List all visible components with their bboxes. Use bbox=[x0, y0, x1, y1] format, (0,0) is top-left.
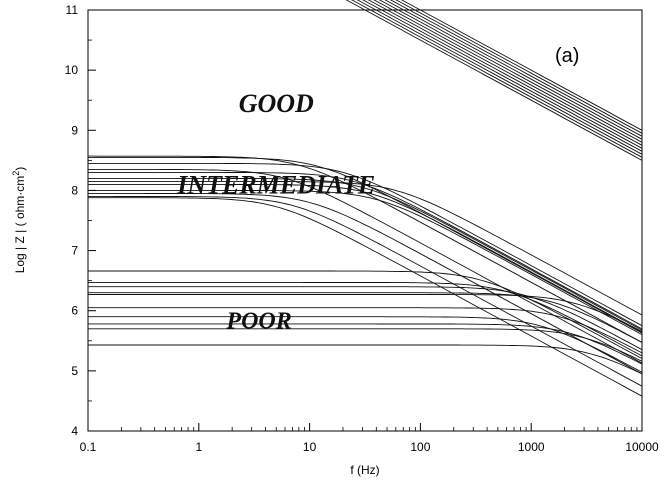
y-axis-label-end: ) bbox=[13, 167, 27, 171]
curve-poor-28 bbox=[88, 307, 643, 354]
curve-poor-31 bbox=[88, 328, 643, 362]
y-tick-label: 8 bbox=[71, 183, 78, 197]
curve-intermediate-16 bbox=[88, 183, 643, 333]
plot-frame bbox=[87, 9, 643, 432]
annotation-good: GOOD bbox=[239, 89, 314, 118]
x-tick-label: 1000 bbox=[518, 440, 545, 454]
x-axis-label: f (Hz) bbox=[350, 463, 379, 477]
curves-group bbox=[88, 0, 643, 397]
annotation-poor: POOR bbox=[225, 309, 291, 335]
curve-poor-29 bbox=[88, 316, 643, 373]
x-tick-label: 10 bbox=[303, 440, 317, 454]
panel-label: (a) bbox=[555, 45, 579, 67]
curve-poor-24 bbox=[88, 281, 643, 357]
x-tick-label: 10000 bbox=[625, 440, 659, 454]
x-tick-label: 0.1 bbox=[80, 440, 97, 454]
curve-good-9 bbox=[378, 0, 643, 143]
y-axis-label: Log | Z | ( ohm·cm2) bbox=[11, 167, 27, 274]
annotations-group: GOOD INTERMEDIATE POOR bbox=[176, 89, 375, 335]
curve-intermediate-17 bbox=[88, 189, 643, 335]
y-tick-label: 7 bbox=[71, 244, 78, 258]
curve-good-7 bbox=[351, 0, 643, 158]
curve-intermediate-11 bbox=[88, 155, 643, 343]
curve-good-8 bbox=[395, 0, 643, 134]
curve-poor-32 bbox=[88, 344, 643, 375]
curve-good-5 bbox=[384, 0, 643, 140]
curve-poor-27 bbox=[88, 294, 643, 332]
curve-good-10 bbox=[345, 0, 643, 161]
curve-poor-25 bbox=[88, 286, 643, 351]
y-tick-label: 4 bbox=[71, 424, 78, 438]
curve-good-1 bbox=[389, 0, 643, 137]
curve-intermediate-13 bbox=[88, 162, 643, 327]
y-tick-label: 9 bbox=[71, 123, 78, 137]
curve-poor-30 bbox=[88, 323, 643, 365]
y-tick-label: 11 bbox=[66, 3, 79, 17]
curve-intermediate-22 bbox=[88, 180, 643, 316]
y-axis-ticks: 4 5 6 7 8 9 10 11 bbox=[65, 3, 96, 438]
y-tick-label: 6 bbox=[71, 304, 78, 318]
curve-intermediate-21 bbox=[88, 168, 643, 364]
curve-intermediate-19 bbox=[88, 195, 643, 387]
y-tick-label: 10 bbox=[65, 63, 79, 77]
curve-poor-23 bbox=[88, 270, 643, 359]
curve-good-6 bbox=[362, 0, 643, 152]
y-tick-label: 5 bbox=[71, 364, 78, 378]
curve-intermediate-18 bbox=[88, 192, 643, 375]
x-axis-ticks: 0.1 1 10 100 1000 10000 bbox=[80, 423, 659, 454]
y-axis-label-sup: 2 bbox=[11, 171, 21, 176]
curve-intermediate-20 bbox=[88, 197, 643, 397]
curve-good-0 bbox=[367, 0, 643, 149]
curve-poor-26 bbox=[88, 292, 643, 343]
curve-good-2 bbox=[356, 0, 643, 155]
y-axis-label-main: Log | Z | ( ohm·cm bbox=[13, 176, 27, 274]
curve-intermediate-15 bbox=[88, 177, 643, 331]
annotation-intermediate: INTERMEDIATE bbox=[176, 170, 375, 199]
curve-good-4 bbox=[373, 0, 643, 146]
x-tick-label: 1 bbox=[195, 440, 202, 454]
curve-good-3 bbox=[400, 0, 643, 131]
x-tick-label: 100 bbox=[410, 440, 430, 454]
